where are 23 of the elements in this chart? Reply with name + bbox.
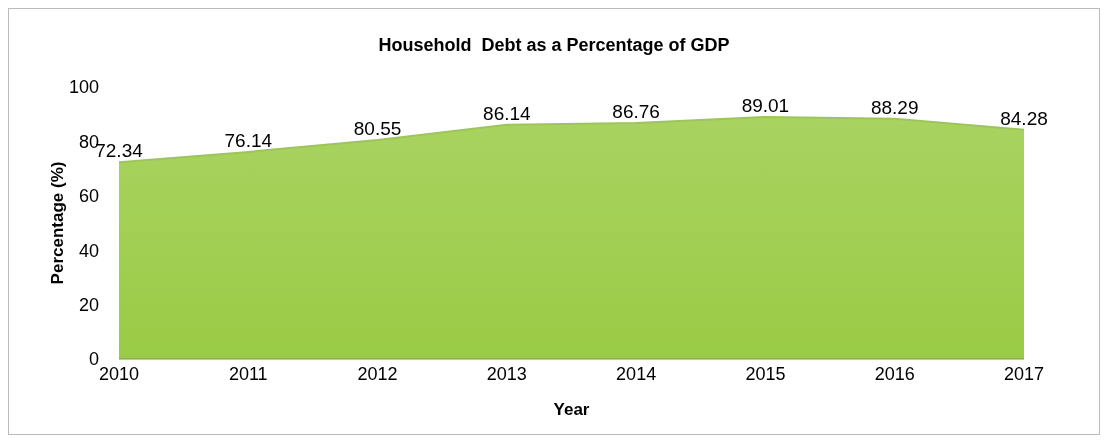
x-tick-label: 2014	[616, 363, 657, 384]
y-tick-label: 60	[78, 186, 99, 207]
x-tick-label: 2011	[228, 363, 268, 384]
data-label: 86.14	[483, 102, 532, 124]
data-label: 88.29	[870, 96, 919, 118]
data-label: 86.76	[612, 101, 660, 123]
x-axis-title: Year	[553, 400, 590, 419]
x-tick-label: 2013	[486, 363, 527, 384]
y-axis-title: Percentage (%)	[48, 161, 68, 285]
x-tick-label: 2012	[357, 363, 398, 384]
x-tick-label: 2017	[1003, 363, 1045, 384]
y-tick-label: 20	[78, 294, 99, 315]
y-tick-label: 40	[78, 240, 99, 261]
y-tick-label: 0	[88, 349, 99, 370]
x-tick-label: 2010	[98, 363, 140, 384]
data-label: 76.14	[224, 129, 273, 151]
chart-title: Household Debt as a Percentage of GDP	[377, 34, 731, 57]
data-label: 84.28	[1000, 107, 1048, 129]
x-tick-label: 2015	[745, 363, 786, 384]
data-label: 80.55	[353, 117, 402, 139]
x-tick-label: 2016	[874, 363, 915, 384]
y-tick-label: 100	[68, 77, 99, 98]
data-label: 89.01	[741, 94, 790, 116]
